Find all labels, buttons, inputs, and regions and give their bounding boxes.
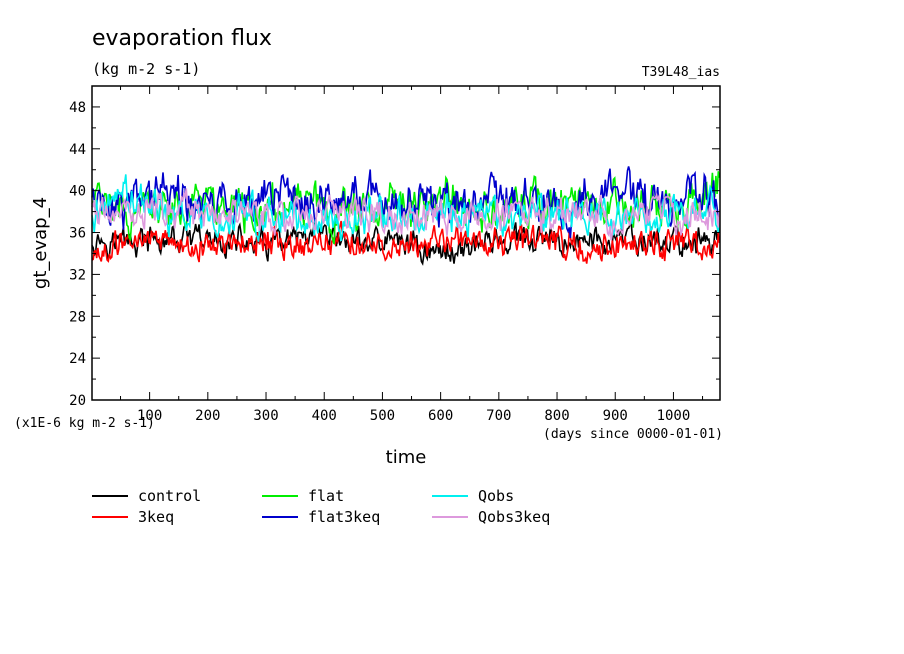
- legend-label-Qobs3keq: Qobs3keq: [478, 508, 550, 526]
- y-tick-label: 40: [69, 184, 86, 200]
- y-tick-label: 28: [69, 309, 86, 325]
- x-tick-label: 700: [486, 408, 511, 424]
- y-tick-label: 20: [69, 393, 86, 409]
- ticks-layer: 20 24 28 32 36 40 44 48 100 200 300 400 500 600 700 800…: [69, 85, 720, 424]
- plot-frame: [91, 85, 721, 401]
- y-tick-label: 36: [69, 226, 86, 242]
- y-tick-label: 48: [69, 100, 86, 116]
- x-unit-note: (days since 0000-01-01): [543, 427, 723, 442]
- series-line-flat: [91, 171, 721, 245]
- x-tick-label: 500: [370, 408, 395, 424]
- legend: control 3keq flat flat3keq Qobs Qobs3keq: [92, 487, 550, 526]
- y-scale-note: (x1E-6 kg m-2 s-1): [14, 416, 155, 431]
- x-tick-label: 200: [195, 408, 220, 424]
- y-axis-label: gt_evap_4: [30, 197, 51, 289]
- y-tick-label: 44: [69, 142, 86, 158]
- x-tick-label: 900: [603, 408, 628, 424]
- x-tick-label: 300: [253, 408, 278, 424]
- chart-subtitle: (kg m-2 s-1): [92, 60, 200, 78]
- y-tick-label: 24: [69, 351, 86, 367]
- x-tick-label: 100: [137, 408, 162, 424]
- chart-title: evaporation flux: [92, 26, 272, 51]
- legend-label-flat: flat: [308, 487, 344, 505]
- series-layer: [91, 166, 721, 266]
- legend-label-3keq: 3keq: [138, 508, 174, 526]
- x-tick-label: 400: [312, 408, 337, 424]
- series-line-flat3keq: [91, 166, 721, 238]
- y-tick-label: 32: [69, 267, 86, 283]
- x-tick-label: 800: [544, 408, 569, 424]
- legend-label-control: control: [138, 487, 201, 505]
- series-line-Qobs3keq: [91, 188, 721, 241]
- run-tag: T39L48_ias: [642, 65, 720, 80]
- x-tick-label: 1000: [657, 408, 691, 424]
- x-axis-label: time: [386, 447, 427, 468]
- series-line-3keq: [91, 220, 721, 264]
- legend-label-flat3keq: flat3keq: [308, 508, 380, 526]
- x-tick-label: 600: [428, 408, 453, 424]
- legend-label-Qobs: Qobs: [478, 487, 514, 505]
